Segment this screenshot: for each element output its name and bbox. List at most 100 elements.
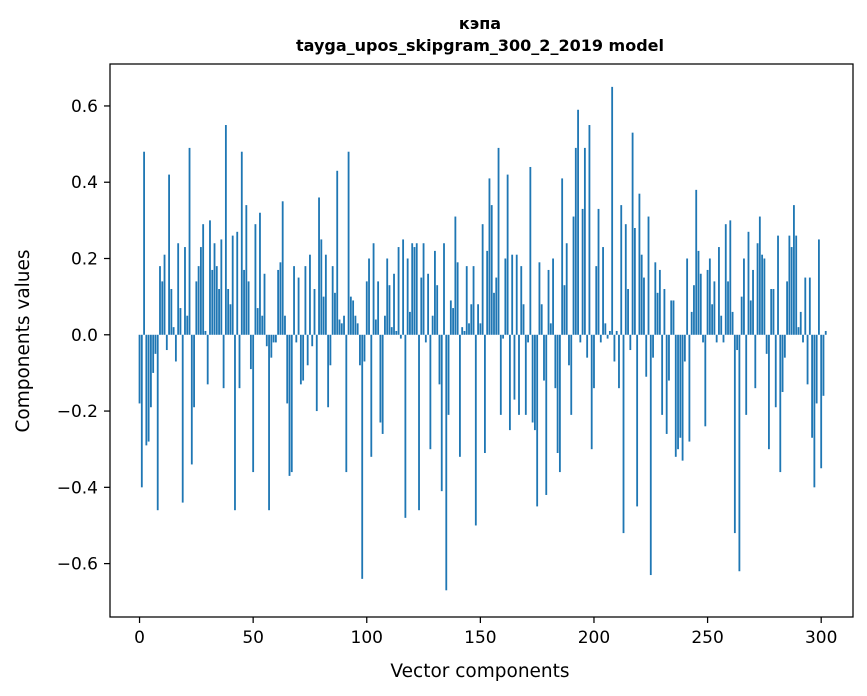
bar-21 xyxy=(186,315,189,335)
bar-215 xyxy=(627,289,629,335)
x-tick-label: 250 xyxy=(691,628,723,648)
bar-147 xyxy=(472,266,475,335)
bar-99 xyxy=(363,334,366,362)
bar-117 xyxy=(404,334,407,518)
bar-285 xyxy=(786,281,789,335)
bar-118 xyxy=(406,258,409,335)
bar-175 xyxy=(536,334,539,507)
bar-47 xyxy=(245,205,248,335)
bar-274 xyxy=(761,254,764,335)
bar-291 xyxy=(799,311,802,335)
bar-73 xyxy=(304,266,307,335)
bar-280 xyxy=(774,334,777,408)
chart-title: кэпа xyxy=(459,14,501,33)
bar-119 xyxy=(409,311,411,335)
bar-107 xyxy=(381,334,384,434)
bar-44 xyxy=(238,334,241,389)
bar-121 xyxy=(413,247,416,335)
bar-256 xyxy=(720,315,723,335)
bar-161 xyxy=(504,258,507,335)
bar-166 xyxy=(515,254,518,335)
bar-202 xyxy=(597,208,600,335)
bar-83 xyxy=(327,334,330,408)
bar-184 xyxy=(556,334,559,454)
bar-48 xyxy=(247,281,250,335)
bar-34 xyxy=(215,266,218,335)
bar-108 xyxy=(384,315,386,335)
bar-69 xyxy=(295,334,298,343)
bar-207 xyxy=(608,330,611,335)
bar-230 xyxy=(661,334,664,415)
bar-28 xyxy=(202,224,205,335)
bar-170 xyxy=(524,334,527,415)
bar-182 xyxy=(552,258,554,335)
bar-72 xyxy=(302,334,305,381)
bar-23 xyxy=(190,334,193,465)
bar-200 xyxy=(593,334,595,389)
bar-67 xyxy=(290,334,293,473)
bar-111 xyxy=(390,327,393,335)
bar-222 xyxy=(643,277,645,335)
bar-77 xyxy=(313,289,316,335)
bar-151 xyxy=(481,224,484,335)
bar-137 xyxy=(449,300,452,335)
bar-8 xyxy=(156,334,159,511)
bar-220 xyxy=(638,193,641,335)
bar-160 xyxy=(502,334,504,339)
bar-205 xyxy=(604,323,607,335)
bar-296 xyxy=(811,334,814,438)
bar-45 xyxy=(240,151,243,335)
bar-279 xyxy=(772,289,775,335)
bar-102 xyxy=(370,334,373,457)
bar-240 xyxy=(683,334,686,362)
bar-283 xyxy=(781,334,784,392)
bar-212 xyxy=(620,205,623,335)
bar-253 xyxy=(713,281,716,335)
bar-59 xyxy=(272,334,275,343)
bar-109 xyxy=(386,258,389,335)
bar-290 xyxy=(797,327,800,335)
x-tick-label: 100 xyxy=(351,628,383,648)
bar-167 xyxy=(518,334,520,415)
bar-232 xyxy=(665,334,668,434)
bar-282 xyxy=(779,334,782,473)
bar-225 xyxy=(649,334,652,576)
bar-210 xyxy=(615,330,618,335)
bar-178 xyxy=(543,334,545,381)
bar-302 xyxy=(824,330,827,335)
bar-78 xyxy=(315,334,318,412)
bar-61 xyxy=(277,269,280,335)
bar-277 xyxy=(768,334,770,450)
bar-268 xyxy=(747,231,750,335)
bar-134 xyxy=(443,243,445,335)
bar-231 xyxy=(663,289,666,335)
bar-292 xyxy=(802,334,804,343)
bar-295 xyxy=(808,277,811,335)
bar-15 xyxy=(172,327,175,335)
bar-41 xyxy=(231,235,234,335)
bar-270 xyxy=(752,269,754,335)
bar-238 xyxy=(679,334,682,438)
bar-22 xyxy=(188,147,191,335)
bar-71 xyxy=(299,334,302,385)
y-tick-label: −0.2 xyxy=(57,402,98,422)
bar-49 xyxy=(249,334,252,370)
bar-198 xyxy=(588,125,591,335)
bar-149 xyxy=(477,304,479,335)
bar-43 xyxy=(236,231,239,335)
bar-37 xyxy=(222,334,225,389)
bar-254 xyxy=(715,334,718,343)
bar-79 xyxy=(318,197,320,335)
bar-224 xyxy=(647,216,650,335)
bar-186 xyxy=(561,178,564,335)
bar-213 xyxy=(622,334,625,534)
bar-284 xyxy=(783,334,786,358)
bar-140 xyxy=(456,262,459,335)
bar-0 xyxy=(138,334,141,404)
bar-177 xyxy=(540,304,543,335)
bar-123 xyxy=(418,334,420,511)
bar-131 xyxy=(436,285,439,335)
x-tick-label: 300 xyxy=(805,628,837,648)
bar-31 xyxy=(209,220,211,335)
bar-146 xyxy=(470,304,473,335)
